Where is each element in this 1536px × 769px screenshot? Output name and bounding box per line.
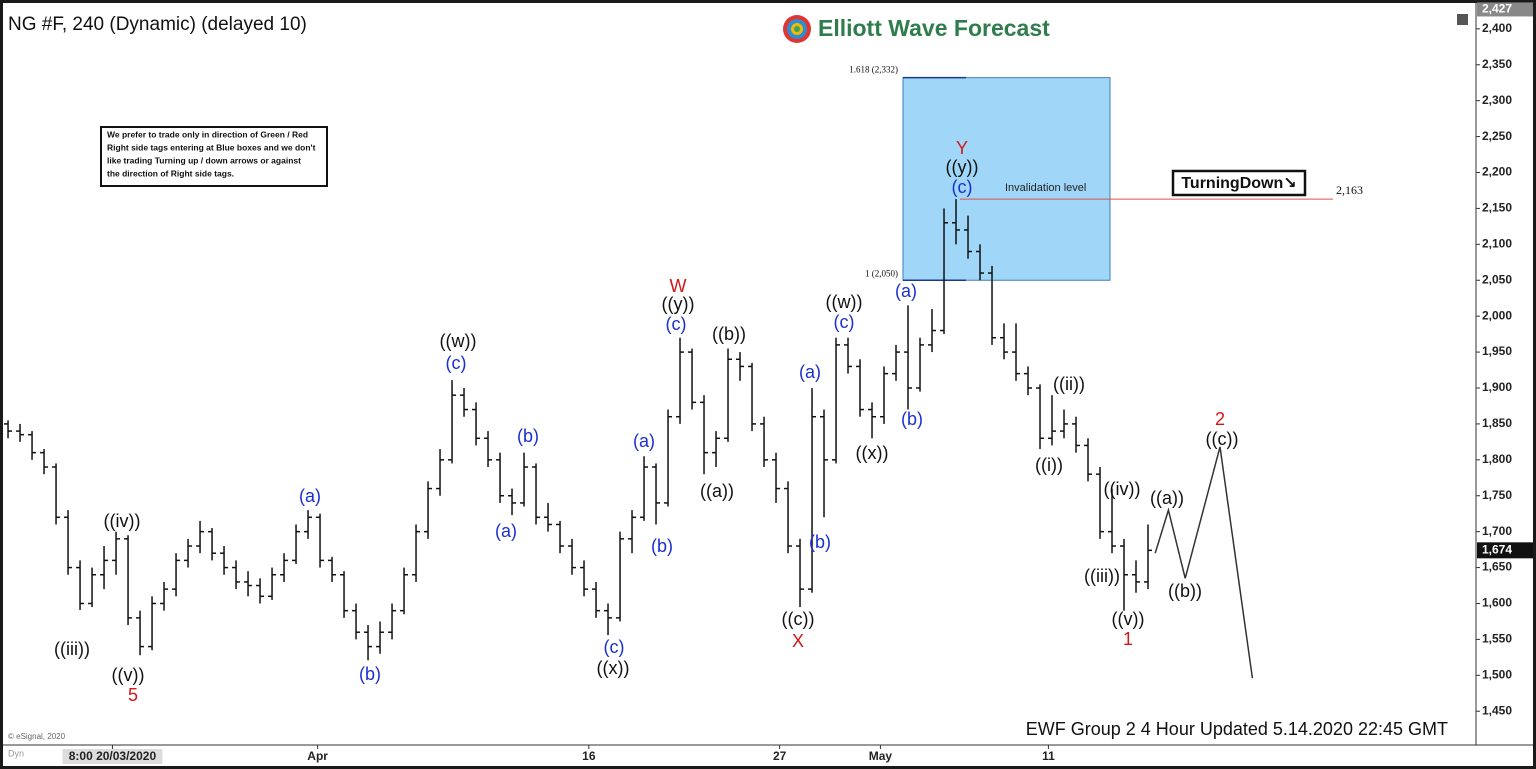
invalidation-text: Invalidation level [1005,182,1086,194]
y-tick-label: 1,550 [1482,632,1512,646]
invalidation-value: 2,163 [1336,183,1363,197]
y-tick-label: 2,300 [1482,93,1512,107]
y-tick-label: 1,600 [1482,596,1512,610]
x-tick-highlight [62,749,163,764]
last-price-label: 1,674 [1482,543,1512,557]
wave-label: ((w)) [440,331,477,351]
wave-label: ((a)) [700,481,734,501]
wave-label: ((iii)) [1084,566,1120,586]
wave-label: 5 [128,685,138,705]
wave-label: ((b)) [1168,581,1202,601]
chart-title: NG #F, 240 (Dynamic) (delayed 10) [8,14,307,35]
wave-label: (a) [799,362,821,382]
wave-label: (a) [895,281,917,301]
y-tick-label: 2,000 [1482,308,1512,322]
zone-high-label: 1.618 (2,332) [849,65,898,75]
projection-path [1154,446,1254,679]
wave-label: ((v)) [1112,609,1145,629]
wave-label: ((c)) [1206,429,1239,449]
y-tick-label: 1,900 [1482,380,1512,394]
y-tick-label: 1,950 [1482,344,1512,358]
note-line: We prefer to trade only in direction of … [107,129,308,139]
wave-label: ((x)) [856,443,889,463]
zone-low-label: 1 (2,050) [865,268,898,278]
wave-label: (b) [651,536,673,556]
note-box [100,126,328,187]
wave-label: 2 [1215,409,1225,429]
note-line: the direction of Right side tags. [107,168,234,178]
wave-label: (b) [809,532,831,552]
y-tick-label: 2,200 [1482,165,1512,179]
x-tick-label: 8:00 20/03/2020 [69,749,157,763]
wave-label: Y [956,138,968,158]
panel-icon [1457,14,1468,25]
copyright: © eSignal, 2020 [8,732,66,741]
canvas [3,3,1533,766]
x-tick-label: 11 [1042,749,1055,763]
y-tick-label: 2,400 [1482,21,1512,35]
wave-label: 1 [1123,629,1133,649]
wave-label: ((b)) [712,324,746,344]
turning-tag: TurningDown↘ [1181,175,1296,192]
footer: EWF Group 2 4 Hour Updated 5.14.2020 22:… [1026,719,1448,739]
wave-label: (b) [359,664,381,684]
y-tick-label: 1,750 [1482,488,1512,502]
note-text: We prefer to trade only in direction of … [107,129,316,178]
wave-label: ((y)) [946,157,979,177]
wave-label: ((iv)) [1104,479,1141,499]
y-tick-label: 1,650 [1482,560,1512,574]
brand-name: Elliott Wave Forecast [818,15,1050,41]
y-tick-label: 2,350 [1482,57,1512,71]
wave-label: (a) [299,486,321,506]
wave-label: (b) [901,409,923,429]
x-tick-label: Apr [307,749,328,763]
corner-label: Dyn [8,748,24,758]
last-price-box [1477,542,1533,559]
y-tick-label: 1,850 [1482,416,1512,430]
wave-label: X [792,631,804,651]
wave-label: ((w)) [826,292,863,312]
wave-label: (c) [446,353,467,373]
note-line: like trading Turning up / down arrows or… [107,155,301,165]
x-tick-label: 16 [582,749,596,763]
y-tick-label: 1,700 [1482,524,1512,538]
wave-label: W [670,276,687,296]
y-tick-label: 2,250 [1482,129,1512,143]
wave-label: ((c)) [782,609,815,629]
target-zone [902,77,1111,281]
y-tick-label: 1,800 [1482,452,1512,466]
y-tick-label: 1,450 [1482,703,1512,717]
wave-label: (c) [834,312,855,332]
wave-label: ((v)) [112,665,145,685]
turning-tag-box [1171,169,1307,197]
wave-label: (b) [517,426,539,446]
wave-label: ((ii)) [1053,374,1085,394]
wave-label: (c) [666,314,687,334]
wave-label: (c) [952,177,973,197]
wave-label: (a) [633,431,655,451]
y-tick-label: 2,100 [1482,237,1512,251]
wave-label: ((a)) [1150,488,1184,508]
brand-logo: Elliott Wave Forecast [783,15,1050,43]
y-tick-label: 1,500 [1482,667,1512,681]
wave-label: ((iii)) [54,639,90,659]
x-tick-label: 27 [773,749,787,763]
wave-label: ((x)) [597,658,630,678]
y-tick-label: 2,050 [1482,272,1512,286]
y-tick-label: 2,150 [1482,201,1512,215]
x-tick-label: May [869,749,893,763]
wave-label: ((y)) [662,294,695,314]
wave-label: (a) [495,521,517,541]
scale-top-label: 2,427 [1482,2,1512,16]
wave-label: ((i)) [1035,455,1063,475]
note-line: Right side tags entering at Blue boxes a… [107,142,316,152]
wave-label: (c) [604,637,625,657]
wave-label: ((iv)) [104,511,141,531]
scale-top-box [1477,2,1533,17]
